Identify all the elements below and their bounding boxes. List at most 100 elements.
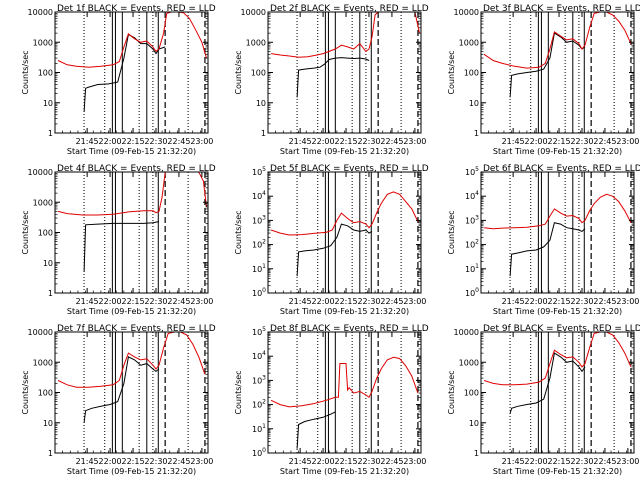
x-tick-label: 21:45	[502, 457, 525, 466]
y-tick-label: 1000	[33, 358, 53, 367]
x-tick-label: 22:45	[380, 297, 403, 306]
x-axis-label: Start Time (09-Feb-15 21:32:20)	[67, 147, 196, 156]
x-tick-label: 22:45	[593, 457, 616, 466]
x-tick-label: 23:00	[616, 457, 639, 466]
y-tick-label: 102	[465, 239, 479, 250]
x-tick-label: 23:00	[403, 457, 426, 466]
y-axis-label: Counts/sec	[447, 370, 456, 414]
series-line-lld	[57, 331, 206, 388]
series-line-lld	[271, 11, 420, 58]
x-tick-label: 22:45	[380, 137, 403, 146]
plot-frame	[267, 171, 422, 294]
detector-panel-3: Det 3f BLACK = Events, RED = LLD 1 10 100 10…	[447, 4, 640, 156]
x-tick-label: 22:45	[593, 137, 616, 146]
y-tick-label: 103	[465, 214, 479, 225]
x-tick-label: 23:00	[403, 297, 426, 306]
x-tick-label: 22:00	[312, 137, 335, 146]
x-axis-label: Start Time (09-Feb-15 21:32:20)	[280, 307, 409, 316]
x-tick-label: 23:00	[190, 457, 213, 466]
detector-panel-6: Det 6f BLACK = Events, RED = LLD 100 101 10…	[447, 164, 640, 316]
y-tick-label: 103	[252, 214, 266, 225]
y-tick-label: 102	[252, 239, 266, 250]
y-tick-label: 100	[38, 229, 53, 238]
y-tick-label: 10000	[28, 8, 53, 17]
x-tick-label: 22:30	[144, 297, 167, 306]
y-tick-label: 10	[43, 99, 53, 108]
x-axis-label: Start Time (09-Feb-15 21:32:20)	[493, 467, 622, 476]
series-line-events	[509, 32, 586, 98]
detector-panel-4: Det 4f BLACK = Events, RED = LLD 1 10 100 10…	[21, 164, 216, 316]
x-tick-label: 22:45	[380, 457, 403, 466]
x-tick-label: 22:30	[357, 137, 380, 146]
y-tick-label: 10	[43, 419, 53, 428]
y-tick-label: 100	[252, 287, 266, 298]
x-tick-label: 21:45	[76, 457, 99, 466]
x-tick-label: 22:45	[593, 297, 616, 306]
x-tick-label: 22:15	[121, 137, 144, 146]
series-line-events	[509, 352, 586, 414]
series-line-events	[296, 57, 370, 98]
x-tick-label: 22:30	[570, 137, 593, 146]
y-tick-label: 10	[469, 419, 479, 428]
panel-title: Det 9f BLACK = Events, RED = LLD	[483, 324, 640, 334]
y-tick-label: 100	[251, 69, 266, 78]
panel-title: Det 5f BLACK = Events, RED = LLD	[270, 164, 429, 174]
x-tick-label: 22:15	[547, 297, 570, 306]
plot-frame	[54, 171, 209, 294]
y-axis-label: Counts/sec	[234, 50, 243, 94]
series-line-lld	[483, 331, 632, 386]
x-tick-label: 22:45	[167, 137, 190, 146]
x-tick-label: 23:00	[616, 297, 639, 306]
x-tick-label: 22:00	[99, 297, 122, 306]
y-tick-label: 1000	[246, 38, 266, 47]
x-tick-label: 21:45	[76, 137, 99, 146]
y-tick-label: 10000	[241, 8, 266, 17]
y-tick-label: 1000	[33, 198, 53, 207]
y-axis-label: Counts/sec	[21, 210, 30, 254]
series-line-lld	[483, 11, 632, 69]
x-tick-label: 22:00	[99, 137, 122, 146]
y-tick-label: 10	[43, 259, 53, 268]
x-tick-label: 22:15	[121, 457, 144, 466]
panel-title: Det 1f BLACK = Events, RED = LLD	[57, 4, 216, 14]
y-axis-label: Counts/sec	[21, 370, 30, 414]
panel-title: Det 7f BLACK = Events, RED = LLD	[57, 324, 216, 334]
y-tick-label: 101	[252, 263, 266, 274]
x-axis-label: Start Time (09-Feb-15 21:32:20)	[493, 307, 622, 316]
x-tick-label: 22:30	[357, 297, 380, 306]
x-tick-label: 22:15	[121, 297, 144, 306]
y-tick-label: 1	[474, 129, 479, 138]
y-tick-label: 1	[474, 449, 479, 458]
y-axis-label: Counts/sec	[234, 210, 243, 254]
x-axis-label: Start Time (09-Feb-15 21:32:20)	[67, 467, 196, 476]
detector-panel-9: Det 9f BLACK = Events, RED = LLD 1 10 100 10…	[447, 324, 640, 476]
plot-frame	[54, 11, 209, 134]
plot-frame	[480, 171, 635, 294]
x-tick-label: 22:45	[167, 297, 190, 306]
x-tick-label: 22:00	[312, 297, 335, 306]
y-tick-label: 100	[38, 69, 53, 78]
x-tick-label: 23:00	[403, 137, 426, 146]
x-tick-label: 23:00	[190, 137, 213, 146]
y-tick-label: 1000	[459, 38, 479, 47]
series-line-lld	[484, 193, 632, 230]
detector-panel-1: Det 1f BLACK = Events, RED = LLD 1 10 100 10…	[21, 4, 216, 156]
panel-title: Det 6f BLACK = Events, RED = LLD	[483, 164, 640, 174]
y-tick-label: 100	[38, 389, 53, 398]
y-tick-label: 10	[256, 99, 266, 108]
x-tick-label: 21:45	[289, 137, 312, 146]
x-tick-label: 22:30	[570, 457, 593, 466]
y-tick-label: 1000	[33, 38, 53, 47]
series-line-events	[509, 222, 586, 277]
x-tick-label: 22:00	[525, 297, 548, 306]
series-line-events	[83, 221, 160, 272]
x-tick-label: 21:45	[76, 297, 99, 306]
y-tick-label: 100	[464, 389, 479, 398]
x-tick-label: 22:15	[334, 297, 357, 306]
x-tick-label: 22:15	[334, 137, 357, 146]
y-axis-label: Counts/sec	[447, 50, 456, 94]
detector-panel-8: Det 8f BLACK = Events, RED = LLD 100 101 10…	[234, 324, 429, 476]
x-axis-label: Start Time (09-Feb-15 21:32:20)	[280, 467, 409, 476]
series-line-lld	[57, 171, 207, 216]
y-tick-label: 105	[252, 166, 266, 177]
